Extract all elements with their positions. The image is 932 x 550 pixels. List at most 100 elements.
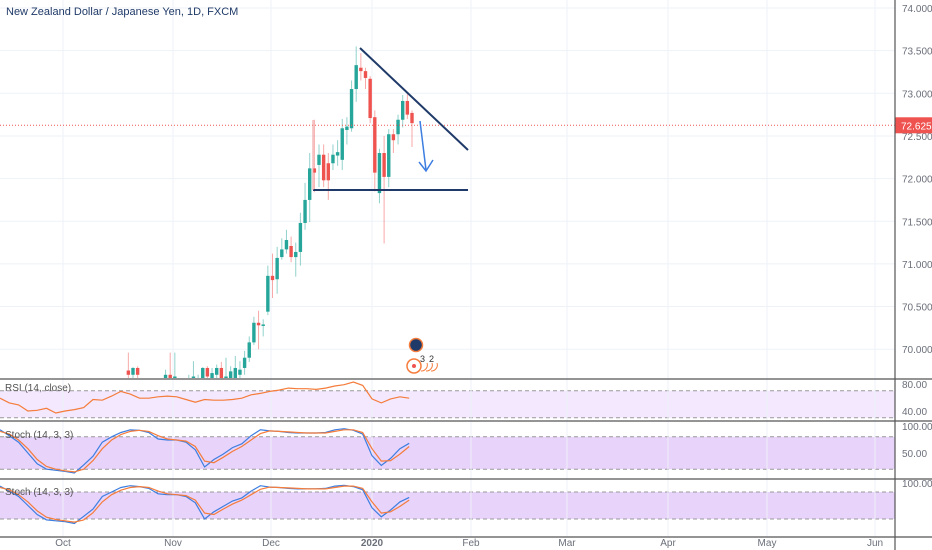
candle[interactable]	[373, 110, 377, 192]
candle[interactable]	[312, 119, 317, 193]
candle[interactable]	[275, 246, 279, 294]
rsi-label[interactable]: RSI (14, close)	[5, 383, 72, 394]
candle[interactable]	[201, 367, 205, 387]
chart-title: New Zealand Dollar / Japanese Yen, 1D, F…	[6, 6, 239, 18]
candle[interactable]	[345, 117, 349, 145]
candle[interactable]	[215, 364, 219, 384]
rsi-pane[interactable]	[0, 381, 410, 414]
candle[interactable]	[387, 129, 391, 188]
event-count: 3	[420, 354, 425, 364]
candle[interactable]	[219, 361, 224, 382]
candle[interactable]	[377, 148, 382, 204]
candle[interactable]	[410, 110, 414, 148]
stoch2-label[interactable]: Stoch (14, 3, 3)	[5, 487, 74, 498]
candle[interactable]	[187, 374, 190, 388]
candle[interactable]	[224, 357, 228, 384]
candle-body	[294, 251, 298, 258]
candle[interactable]	[298, 212, 303, 266]
candle[interactable]	[368, 76, 372, 124]
candle[interactable]	[401, 95, 405, 128]
candle[interactable]	[178, 380, 181, 392]
down-arrow-icon[interactable]	[418, 120, 434, 173]
candle[interactable]	[354, 46, 358, 102]
flag-event-icon[interactable]	[408, 337, 424, 353]
candle[interactable]	[261, 319, 265, 337]
candle-body	[289, 245, 293, 258]
candle[interactable]	[191, 361, 196, 383]
event-markers[interactable]: 3 2	[406, 337, 438, 374]
candle-body	[210, 373, 214, 378]
stoch-pane-1[interactable]	[0, 428, 410, 474]
candle[interactable]	[141, 380, 144, 392]
candle[interactable]	[335, 140, 340, 166]
candle-body	[321, 154, 326, 181]
candle-body	[284, 240, 289, 250]
grid	[0, 0, 895, 537]
candles	[126, 46, 414, 392]
candle-body	[141, 383, 144, 387]
candle-body	[182, 383, 185, 387]
candle[interactable]	[163, 369, 168, 388]
candle-body	[298, 222, 303, 252]
candle[interactable]	[247, 336, 251, 362]
candle[interactable]	[391, 129, 396, 154]
candle-body	[396, 119, 400, 135]
candle[interactable]	[168, 352, 172, 384]
candle[interactable]	[303, 182, 307, 230]
candle-body	[178, 383, 181, 387]
candle[interactable]	[233, 356, 237, 388]
candle[interactable]	[363, 67, 368, 90]
price-tick-label: 70.000	[902, 345, 932, 356]
candle[interactable]	[266, 265, 270, 316]
time-tick-label: Jun	[867, 538, 883, 549]
candle[interactable]	[256, 310, 261, 350]
candle[interactable]	[405, 92, 410, 119]
candle[interactable]	[252, 316, 256, 345]
candle[interactable]	[196, 374, 199, 388]
current-price-badge	[895, 117, 932, 134]
candle[interactable]	[210, 367, 214, 388]
candle-body	[228, 371, 233, 378]
candle[interactable]	[349, 80, 354, 132]
candle[interactable]	[205, 366, 210, 383]
candle[interactable]	[294, 242, 298, 277]
candle[interactable]	[242, 350, 247, 375]
candle[interactable]	[280, 238, 284, 260]
candle[interactable]	[289, 236, 293, 263]
current-price-label: 72.625	[901, 121, 932, 132]
price-tick-label: 73.000	[902, 89, 932, 100]
candle[interactable]	[284, 229, 289, 254]
candle-body	[205, 367, 210, 377]
candle[interactable]	[270, 253, 275, 299]
stoch2-axis-label: 100.00	[902, 479, 932, 490]
time-tick-label: Apr	[660, 538, 676, 549]
candle[interactable]	[126, 352, 131, 384]
stoch-pane-2[interactable]	[0, 484, 410, 525]
candle-body	[270, 275, 275, 281]
descending-trendline[interactable]	[359, 47, 469, 151]
candle[interactable]	[131, 367, 135, 383]
candle[interactable]	[396, 114, 400, 145]
stoch1-label[interactable]: Stoch (14, 3, 3)	[5, 430, 74, 441]
candle[interactable]	[331, 144, 335, 171]
price-pane[interactable]	[0, 46, 895, 400]
candle[interactable]	[173, 352, 177, 388]
candle-body	[326, 163, 330, 181]
candle[interactable]	[238, 361, 242, 383]
candle-body	[331, 154, 335, 164]
candle-body	[168, 374, 172, 378]
candle[interactable]	[135, 366, 140, 383]
candle[interactable]	[321, 144, 326, 188]
candle[interactable]	[359, 53, 363, 81]
candle[interactable]	[228, 366, 233, 387]
candle[interactable]	[340, 118, 344, 171]
price-tick-label: 73.500	[902, 47, 932, 58]
candle[interactable]	[317, 144, 321, 188]
candle[interactable]	[326, 153, 330, 200]
candle[interactable]	[308, 153, 312, 223]
candle-body	[410, 112, 414, 124]
candle-body	[256, 322, 261, 326]
drawings[interactable]	[312, 47, 469, 191]
